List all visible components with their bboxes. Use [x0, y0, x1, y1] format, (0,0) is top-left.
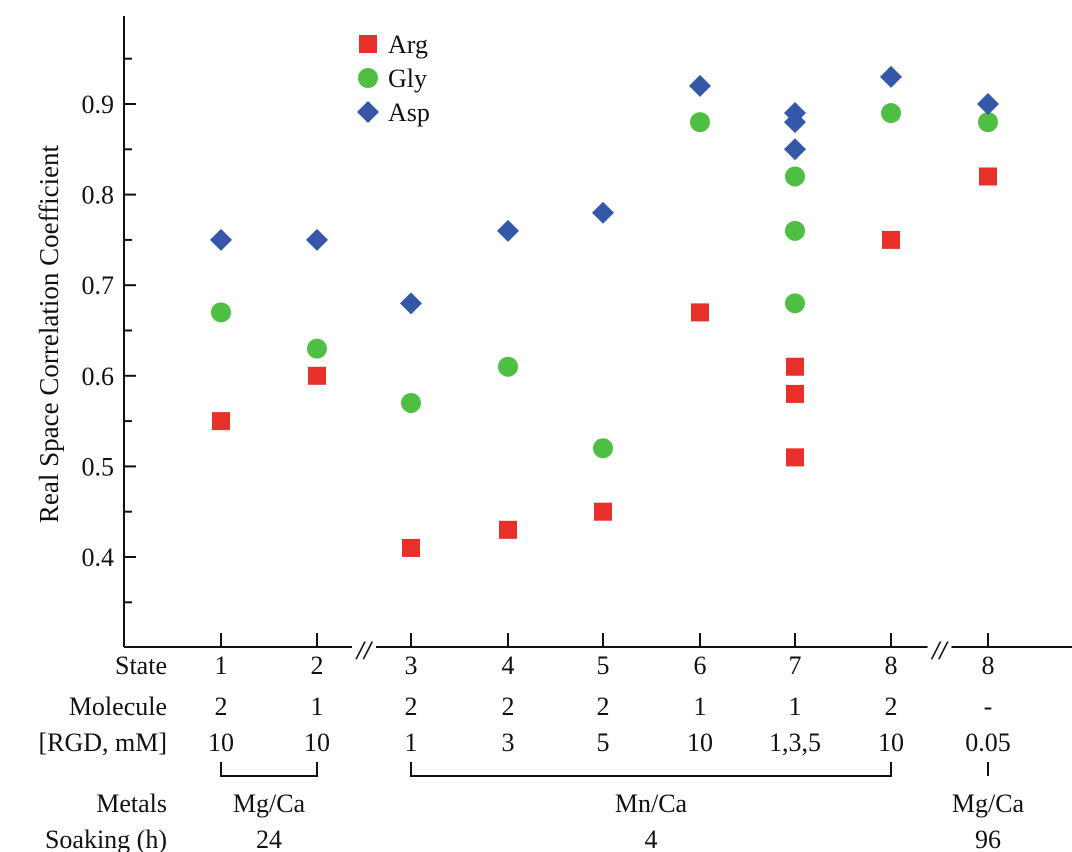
point-asp: [880, 65, 902, 88]
point-arg: [594, 502, 612, 521]
legend-marker-gly: [358, 68, 378, 88]
molecule-value: 1: [789, 692, 802, 721]
row-label-state: State: [115, 651, 167, 680]
state-value: 8: [885, 651, 898, 680]
point-arg: [308, 366, 326, 385]
y-tick-label: 0.8: [82, 181, 115, 210]
group-metals: Mg/Ca: [233, 789, 306, 818]
state-value: 7: [789, 651, 802, 680]
state-value: 1: [215, 651, 228, 680]
point-gly: [211, 302, 231, 323]
point-asp: [306, 228, 328, 251]
legend-label-asp: Asp: [388, 98, 430, 127]
rgd-value: 1: [405, 728, 418, 757]
axes: [123, 16, 1072, 648]
point-gly: [307, 338, 327, 359]
point-arg: [786, 357, 804, 376]
row-label-metals: Metals: [96, 789, 167, 818]
group-bracket: [220, 762, 318, 777]
point-gly: [785, 293, 805, 314]
y-tick-label: 0.5: [82, 452, 115, 481]
molecule-value: 1: [694, 692, 707, 721]
y-axis-label: Real Space Correlation Coefficient: [34, 144, 64, 523]
legend-marker-arg: [359, 35, 377, 53]
group-soaking: 96: [975, 825, 1001, 852]
point-gly: [401, 392, 421, 413]
state-value: 5: [597, 651, 610, 680]
point-gly: [785, 166, 805, 187]
molecule-value: 2: [405, 692, 418, 721]
legend-label-gly: Gly: [388, 64, 427, 93]
legend-marker-asp: [357, 101, 379, 123]
molecule-value: 2: [215, 692, 228, 721]
group-soaking: 24: [256, 825, 282, 852]
state-value: 8: [982, 651, 995, 680]
y-tick-label: 0.7: [82, 271, 115, 300]
row-label-rgd: [RGD, mM]: [38, 728, 167, 757]
point-asp: [784, 138, 806, 161]
rgd-value: 5: [597, 728, 610, 757]
y-tick-label: 0.6: [82, 362, 115, 391]
condition-table: State Molecule [RGD, mM] Metals Soaking (h) 1…: [38, 651, 1024, 852]
rgd-value: 10: [878, 728, 904, 757]
y-tick-label: 0.4: [82, 543, 115, 572]
point-arg: [691, 303, 709, 322]
point-asp: [210, 228, 232, 251]
data-points: [210, 65, 999, 557]
row-label-molecule: Molecule: [69, 692, 167, 721]
group-metals: Mg/Ca: [952, 789, 1025, 818]
state-value: 4: [502, 651, 515, 680]
molecule-value: 2: [597, 692, 610, 721]
group-metals: Mn/Ca: [615, 789, 688, 818]
state-value: 2: [311, 651, 324, 680]
point-gly: [881, 103, 901, 124]
rgd-value: 3: [502, 728, 515, 757]
rgd-value: 10: [687, 728, 713, 757]
point-gly: [593, 438, 613, 459]
legend: Arg Gly Asp: [357, 30, 430, 127]
axis-break-gap: [352, 643, 376, 651]
point-asp: [400, 292, 422, 315]
point-asp: [689, 74, 711, 97]
point-arg: [786, 384, 804, 403]
axis-break-mark: //: [930, 636, 949, 665]
axis-break-mark: //: [355, 636, 374, 665]
point-gly: [690, 112, 710, 133]
point-asp: [497, 219, 519, 242]
molecule-value: 1: [311, 692, 324, 721]
row-label-soaking: Soaking (h): [45, 825, 167, 852]
y-tick-label: 0.9: [82, 90, 115, 119]
state-value: 3: [405, 651, 418, 680]
point-arg: [212, 412, 230, 431]
rgd-value: 1,3,5: [769, 728, 821, 757]
rgd-value: 10: [208, 728, 234, 757]
point-arg: [979, 167, 997, 186]
molecule-value: 2: [502, 692, 515, 721]
point-arg: [402, 538, 420, 557]
legend-label-arg: Arg: [388, 30, 428, 59]
point-gly: [498, 356, 518, 377]
point-arg: [786, 448, 804, 467]
molecule-value: 2: [885, 692, 898, 721]
group-bracket: [410, 762, 892, 777]
point-arg: [499, 520, 517, 539]
state-value: 6: [694, 651, 707, 680]
point-gly: [785, 220, 805, 241]
point-asp: [592, 201, 614, 224]
group-soaking: 4: [645, 825, 658, 852]
axis-break-gap: [927, 643, 952, 651]
x-ticks: // //: [220, 633, 989, 665]
rgd-value: 0.05: [965, 728, 1011, 757]
rgd-value: 10: [304, 728, 330, 757]
point-arg: [882, 230, 900, 249]
point-gly: [978, 112, 998, 133]
molecule-value: -: [984, 692, 993, 721]
point-asp: [977, 93, 999, 115]
point-asp: [784, 111, 806, 134]
y-ticks: 0.4 0.5 0.6 0.7 0.8 0.9: [82, 57, 136, 604]
